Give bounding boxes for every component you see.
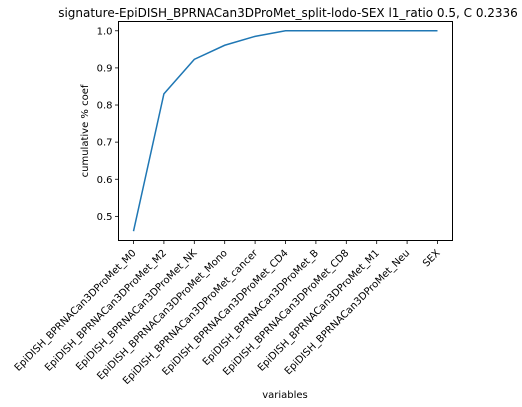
y-axis-label: cumulative % coef: [80, 84, 91, 177]
y-tick-label: 1.0: [97, 26, 113, 37]
y-tick-label: 0.8: [97, 101, 113, 112]
chart-title: signature-EpiDISH_BPRNACan3DProMet_split…: [58, 6, 518, 20]
x-axis: EpiDISH_BPRNACan3DProMet_M0EpiDISH_BPRNA…: [13, 240, 443, 387]
x-axis-label: variables: [262, 390, 308, 401]
y-tick-label: 0.6: [97, 175, 113, 186]
plot-area: [118, 21, 453, 241]
x-tick-label: SEX: [421, 248, 443, 270]
y-tick-label: 0.7: [97, 138, 113, 149]
y-tick-label: 0.9: [97, 63, 113, 74]
y-axis: 0.5 0.6 0.7 0.8 0.9 1.0: [97, 26, 119, 223]
series-line: [132, 30, 438, 232]
y-tick-label: 0.5: [97, 212, 113, 223]
